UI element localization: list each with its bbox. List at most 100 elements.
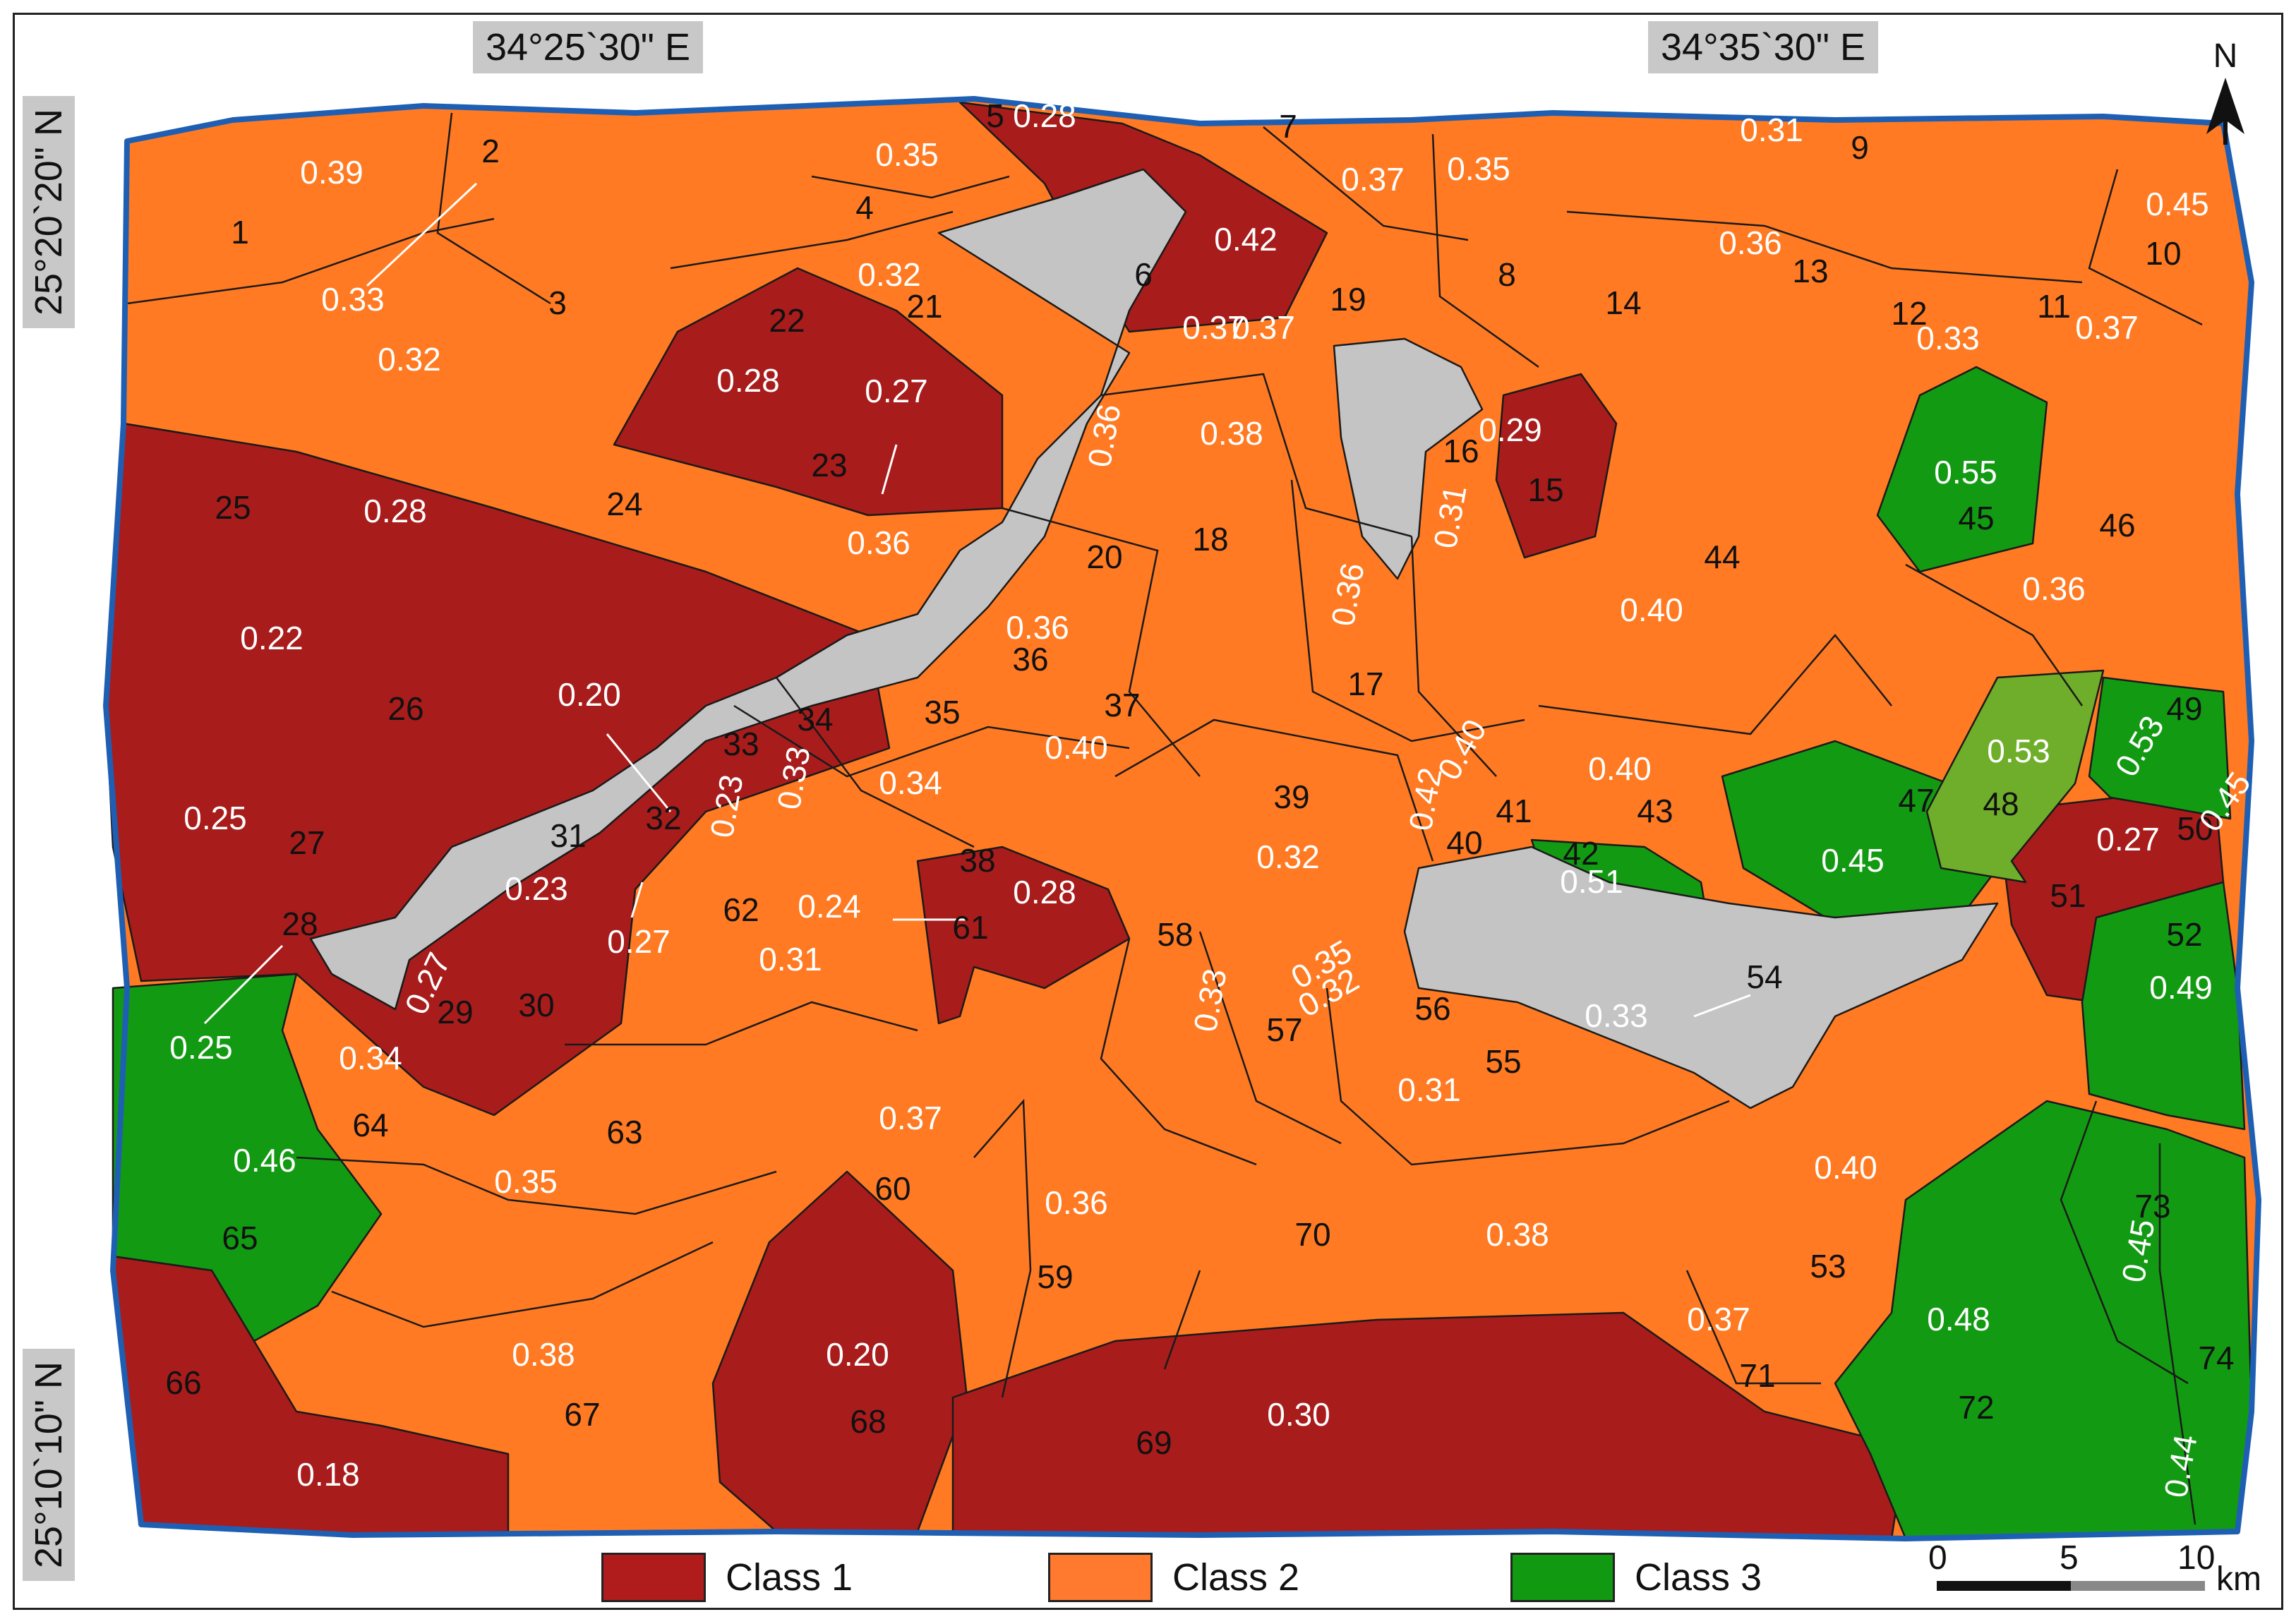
basin-id-19: 19 <box>1330 281 1366 318</box>
legend-class3: Class 3 <box>1510 1553 1762 1602</box>
basin-id-45: 45 <box>1958 500 1994 536</box>
basin-value-51: 0.27 <box>2096 821 2160 858</box>
basin-id-50: 50 <box>2177 810 2213 847</box>
legend-swatch-class2 <box>1048 1553 1153 1602</box>
basin-id-18: 18 <box>1192 521 1228 558</box>
basin-value-69: 0.30 <box>1267 1396 1330 1433</box>
basin-id-34: 34 <box>797 701 833 738</box>
basin-value-18: 0.38 <box>1200 415 1263 452</box>
legend-label-class1: Class 1 <box>726 1556 853 1599</box>
basin-id-26: 26 <box>387 690 423 727</box>
basin-id-63: 63 <box>606 1114 642 1150</box>
class3-region-47 <box>1721 740 1999 933</box>
basin-value-52: 0.49 <box>2149 969 2213 1006</box>
legend-swatch-class1 <box>601 1553 706 1602</box>
relief-strip-east <box>1403 846 1999 1109</box>
basin-value-60: 0.37 <box>879 1100 942 1136</box>
basin-value-47: 0.45 <box>1821 842 1885 879</box>
basin-id-51: 51 <box>2050 877 2086 914</box>
basin-id-49: 49 <box>2166 690 2202 727</box>
basin-value-9: 0.31 <box>1740 112 1803 148</box>
scale-label-0: 0 <box>1928 1539 1947 1577</box>
basin-id-32: 32 <box>645 800 681 836</box>
basin-id-6: 6 <box>1134 256 1153 293</box>
basin-id-13: 13 <box>1792 253 1828 289</box>
class3-region-65 <box>112 973 383 1342</box>
basin-id-59: 59 <box>1037 1258 1073 1295</box>
basin-value-28: 0.25 <box>169 1029 233 1066</box>
basin-value-67: 0.38 <box>512 1336 575 1373</box>
coord-top-left: 34°25`30" E <box>473 21 703 73</box>
basin-id-29: 29 <box>437 994 473 1030</box>
basin-id-23: 23 <box>811 447 847 483</box>
basin-id-11: 11 <box>2037 288 2071 325</box>
basin-id-62: 62 <box>723 891 759 928</box>
basin-value-25: 0.28 <box>363 493 427 529</box>
basin-value-12: 0.33 <box>1916 320 1980 356</box>
basin-id-30: 30 <box>518 987 554 1023</box>
basin-id-44: 44 <box>1704 539 1740 575</box>
basin-value-24: 0.36 <box>847 524 910 561</box>
basin-id-3: 3 <box>548 284 567 321</box>
basin-id-64: 64 <box>352 1107 388 1143</box>
basin-value-42: 0.51 <box>1560 863 1623 900</box>
basin-id-74: 74 <box>2198 1340 2234 1376</box>
basin-id-22: 22 <box>769 302 805 339</box>
basin-id-56: 56 <box>1414 990 1450 1027</box>
basin-id-21: 21 <box>906 288 942 325</box>
basin-value-63: 0.35 <box>494 1163 558 1200</box>
basin-id-57: 57 <box>1266 1011 1302 1048</box>
basin-value-53: 0.40 <box>1814 1149 1877 1186</box>
leader-lines <box>203 182 1751 1025</box>
basin-id-72: 72 <box>1958 1389 1994 1426</box>
basin-id-42: 42 <box>1563 835 1599 872</box>
basin-id-35: 35 <box>924 694 960 730</box>
basin-id-40: 40 <box>1446 824 1482 861</box>
basin-value-19: 0.37 <box>1232 309 1295 346</box>
basin-id-10: 10 <box>2145 235 2181 272</box>
basin-id-70: 70 <box>1294 1216 1330 1253</box>
basin-id-17: 17 <box>1347 666 1383 702</box>
basin-id-16: 16 <box>1443 433 1479 469</box>
class3-region-52 <box>2081 881 2246 1131</box>
basin-value-26: 0.22 <box>240 620 303 656</box>
basin-id-20: 20 <box>1086 539 1122 575</box>
basin-value-48: 0.53 <box>1987 733 2050 769</box>
basin-id-1: 1 <box>231 214 249 251</box>
basin-value-55: 0.31 <box>1398 1071 1461 1108</box>
basin-id-31: 31 <box>550 817 586 854</box>
basin-id-54: 54 <box>1746 958 1782 995</box>
basin-value-3: 0.32 <box>378 341 441 378</box>
basin-value-72: 0.48 <box>1927 1301 1990 1337</box>
basin-id-25: 25 <box>215 489 251 526</box>
basin-id-9: 9 <box>1851 129 1869 166</box>
basin-id-41: 41 <box>1496 793 1532 829</box>
basin-value-65: 0.46 <box>233 1142 296 1179</box>
map-frame <box>13 13 2283 1610</box>
class3-region-48 <box>1925 669 2105 884</box>
coord-left-upper: 25°20`20" N <box>23 96 75 328</box>
basin-id-28: 28 <box>282 906 318 942</box>
watershed-outline <box>103 96 2261 1541</box>
basin-id-33: 33 <box>723 726 759 762</box>
class1-region-west <box>104 422 891 1117</box>
basin-id-36: 36 <box>1012 641 1048 678</box>
class1-region-38 <box>916 846 1131 1025</box>
basin-id-38: 38 <box>959 842 995 879</box>
basin-value-8: 0.35 <box>1447 150 1510 187</box>
legend-swatch-class3 <box>1510 1553 1615 1602</box>
basin-value-71: 0.37 <box>1687 1301 1750 1337</box>
basin-id-52: 52 <box>2166 916 2202 953</box>
basin-value-1: 0.39 <box>300 154 363 191</box>
subbasin-boundaries <box>126 112 2203 1525</box>
basin-value-31: 0.27 <box>607 923 671 960</box>
basin-value-43: 0.40 <box>1588 750 1652 787</box>
basin-id-47: 47 <box>1898 782 1934 819</box>
basin-id-43: 43 <box>1637 793 1673 829</box>
basin-id-71: 71 <box>1739 1357 1775 1394</box>
basin-id-4: 4 <box>855 189 874 226</box>
basin-value-10: 0.45 <box>2146 186 2209 222</box>
basin-id-12: 12 <box>1891 295 1927 332</box>
basin-value-62: 0.31 <box>759 941 822 978</box>
